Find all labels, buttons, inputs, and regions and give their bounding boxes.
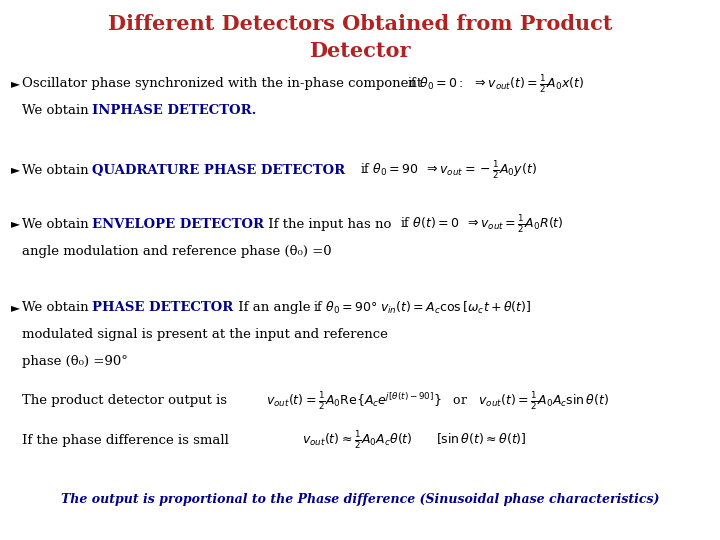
Text: if $\theta(t)=0\;\;\Rightarrow v_{out}=\frac{1}{2}A_0 R(t)$: if $\theta(t)=0\;\;\Rightarrow v_{out}=\… bbox=[400, 213, 563, 235]
Text: ►: ► bbox=[11, 77, 19, 90]
Text: We obtain: We obtain bbox=[22, 164, 92, 177]
Text: Oscillator phase synchronized with the in-phase component: Oscillator phase synchronized with the i… bbox=[22, 77, 422, 90]
Text: modulated signal is present at the input and reference: modulated signal is present at the input… bbox=[22, 328, 387, 341]
Text: If the input has no: If the input has no bbox=[264, 218, 392, 231]
Text: We obtain: We obtain bbox=[22, 104, 92, 117]
Text: Detector: Detector bbox=[310, 41, 410, 62]
Text: phase (θ₀) =90°: phase (θ₀) =90° bbox=[22, 355, 127, 368]
Text: if $\theta_0=90°\; v_{in}(t)=A_c\cos\left[\omega_c t+\theta(t)\right]$: if $\theta_0=90°\; v_{in}(t)=A_c\cos\lef… bbox=[313, 300, 531, 316]
Text: We obtain: We obtain bbox=[22, 218, 92, 231]
Text: $v_{out}(t)\approx\frac{1}{2}A_0A_c\theta(t)\quad\quad[\sin\theta(t)\approx\thet: $v_{out}(t)\approx\frac{1}{2}A_0A_c\thet… bbox=[302, 429, 527, 451]
Text: If an angle: If an angle bbox=[234, 301, 310, 314]
Text: Different Detectors Obtained from Product: Different Detectors Obtained from Produc… bbox=[108, 14, 612, 35]
Text: PHASE DETECTOR: PHASE DETECTOR bbox=[92, 301, 234, 314]
Text: angle modulation and reference phase (θ₀) =0: angle modulation and reference phase (θ₀… bbox=[22, 245, 331, 258]
Text: ENVELOPE DETECTOR: ENVELOPE DETECTOR bbox=[92, 218, 264, 231]
Text: ►: ► bbox=[11, 301, 19, 314]
Text: ►: ► bbox=[11, 218, 19, 231]
Text: The output is proportional to the Phase difference (Sinusoidal phase characteris: The output is proportional to the Phase … bbox=[60, 493, 660, 506]
Text: We obtain: We obtain bbox=[22, 301, 92, 314]
Text: if $\theta_0=90\;\;\Rightarrow v_{out}=-\frac{1}{2}A_0 y(t)$: if $\theta_0=90\;\;\Rightarrow v_{out}=-… bbox=[360, 159, 537, 181]
Text: QUADRATURE PHASE DETECTOR: QUADRATURE PHASE DETECTOR bbox=[92, 164, 346, 177]
Text: if $\theta_0=0:\;\;\Rightarrow v_{out}(t)=\frac{1}{2}A_0 x(t)$: if $\theta_0=0:\;\;\Rightarrow v_{out}(t… bbox=[407, 73, 584, 94]
Text: INPHASE DETECTOR.: INPHASE DETECTOR. bbox=[92, 104, 257, 117]
Text: ►: ► bbox=[11, 164, 19, 177]
Text: If the phase difference is small: If the phase difference is small bbox=[22, 434, 228, 447]
Text: $v_{out}(t)=\frac{1}{2}A_0\mathrm{Re}\{A_c e^{j[\theta(t)-90]}\}$   or   $v_{out: $v_{out}(t)=\frac{1}{2}A_0\mathrm{Re}\{A… bbox=[266, 390, 609, 411]
Text: The product detector output is: The product detector output is bbox=[22, 394, 227, 407]
